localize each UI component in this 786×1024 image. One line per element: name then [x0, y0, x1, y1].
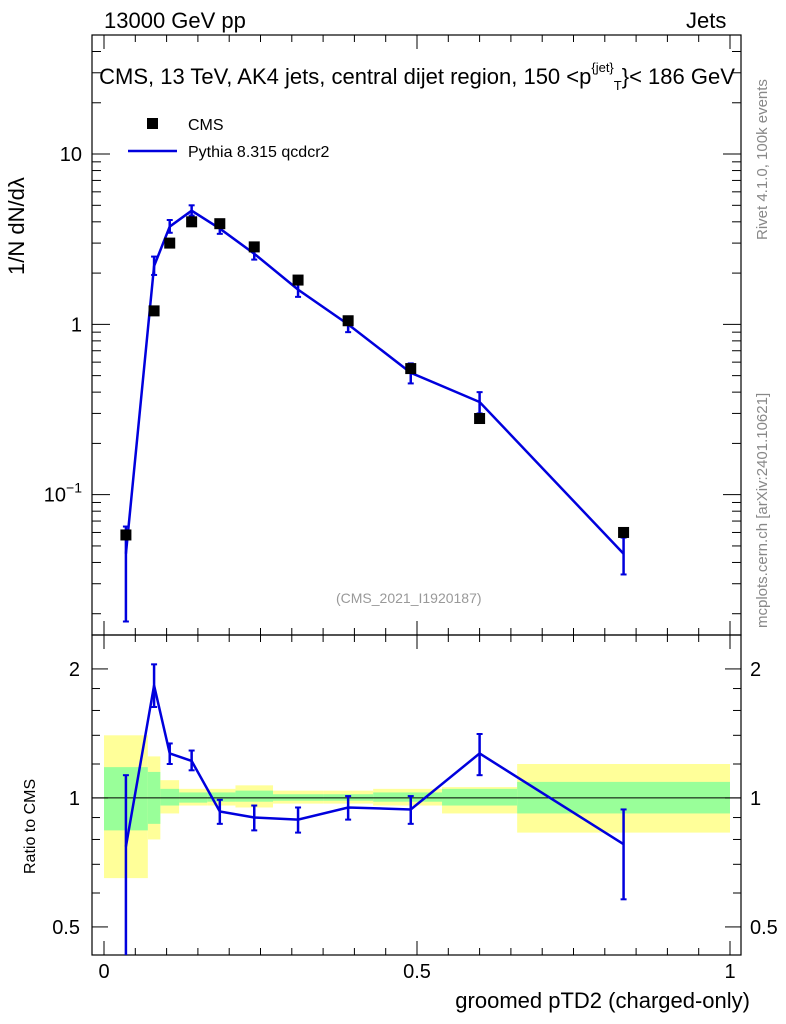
x-tick-label: 0	[98, 961, 109, 983]
ratio-band-inner-8	[373, 792, 443, 802]
title-tail: }< 186 GeV	[621, 64, 735, 89]
x-axis-label: groomed pTD2 (charged-only)	[455, 988, 750, 1013]
legend-data-marker	[147, 118, 158, 129]
ratio-y-tick-label-right: 0.5	[750, 917, 778, 939]
analysis-id-label: (CMS_2021_I1920187)	[336, 590, 482, 606]
ratio-band-inner-4	[207, 792, 236, 802]
y-tick-label: 10−1	[44, 480, 82, 507]
ratio-y-tick-label: 0.5	[52, 917, 80, 939]
y-tick-label: 10	[60, 144, 82, 166]
legend-mc-label: Pythia 8.315 qcdcr2	[188, 144, 330, 161]
cms-data-point	[248, 241, 260, 253]
cms-data-point	[292, 274, 304, 286]
legend: CMS Pythia 8.315 qcdcr2	[128, 117, 330, 161]
y-tick-label: 1	[71, 314, 82, 336]
ratio-band-inner-2	[160, 788, 180, 806]
plot-title: CMS, 13 TeV, AK4 jets, central dijet reg…	[92, 60, 742, 93]
ratio-y-tick-label: 2	[69, 659, 80, 681]
ratio-series-line	[124, 685, 625, 847]
ratio-y-tick-label: 1	[69, 788, 80, 810]
cms-data-point	[164, 237, 176, 249]
title-main: CMS, 13 TeV, AK4 jets, central dijet reg…	[99, 64, 592, 89]
header-process: 13000 GeV pp	[104, 8, 246, 33]
x-tick-label: 1	[724, 961, 735, 983]
cms-data-point	[474, 413, 486, 425]
ratio-y-tick-label-right: 2	[750, 659, 761, 681]
header-category: Jets	[686, 8, 727, 33]
cms-data-point	[342, 315, 354, 327]
cms-data-point	[148, 305, 160, 317]
title-sub: T	[613, 78, 622, 93]
ratio-band-inner-5	[235, 790, 274, 802]
main-plot: 10−1 1 10	[44, 34, 742, 636]
ratio-band-inner-9	[442, 788, 518, 806]
ratio-y-tick-label-right: 1	[750, 788, 761, 810]
x-tick-label: 0.5	[403, 961, 431, 983]
mc-series-line	[124, 209, 625, 555]
ratio-plot: 0 0.5 1 0.5 0.5 1 1 2 2	[52, 634, 778, 983]
cms-data-point	[186, 216, 198, 228]
cms-data-point	[618, 526, 630, 538]
cms-data-point	[214, 218, 226, 230]
cms-data-point	[120, 529, 132, 541]
title-sup: {jet}	[591, 60, 614, 75]
cms-data-point	[405, 363, 417, 375]
legend-data-label: CMS	[188, 117, 224, 134]
